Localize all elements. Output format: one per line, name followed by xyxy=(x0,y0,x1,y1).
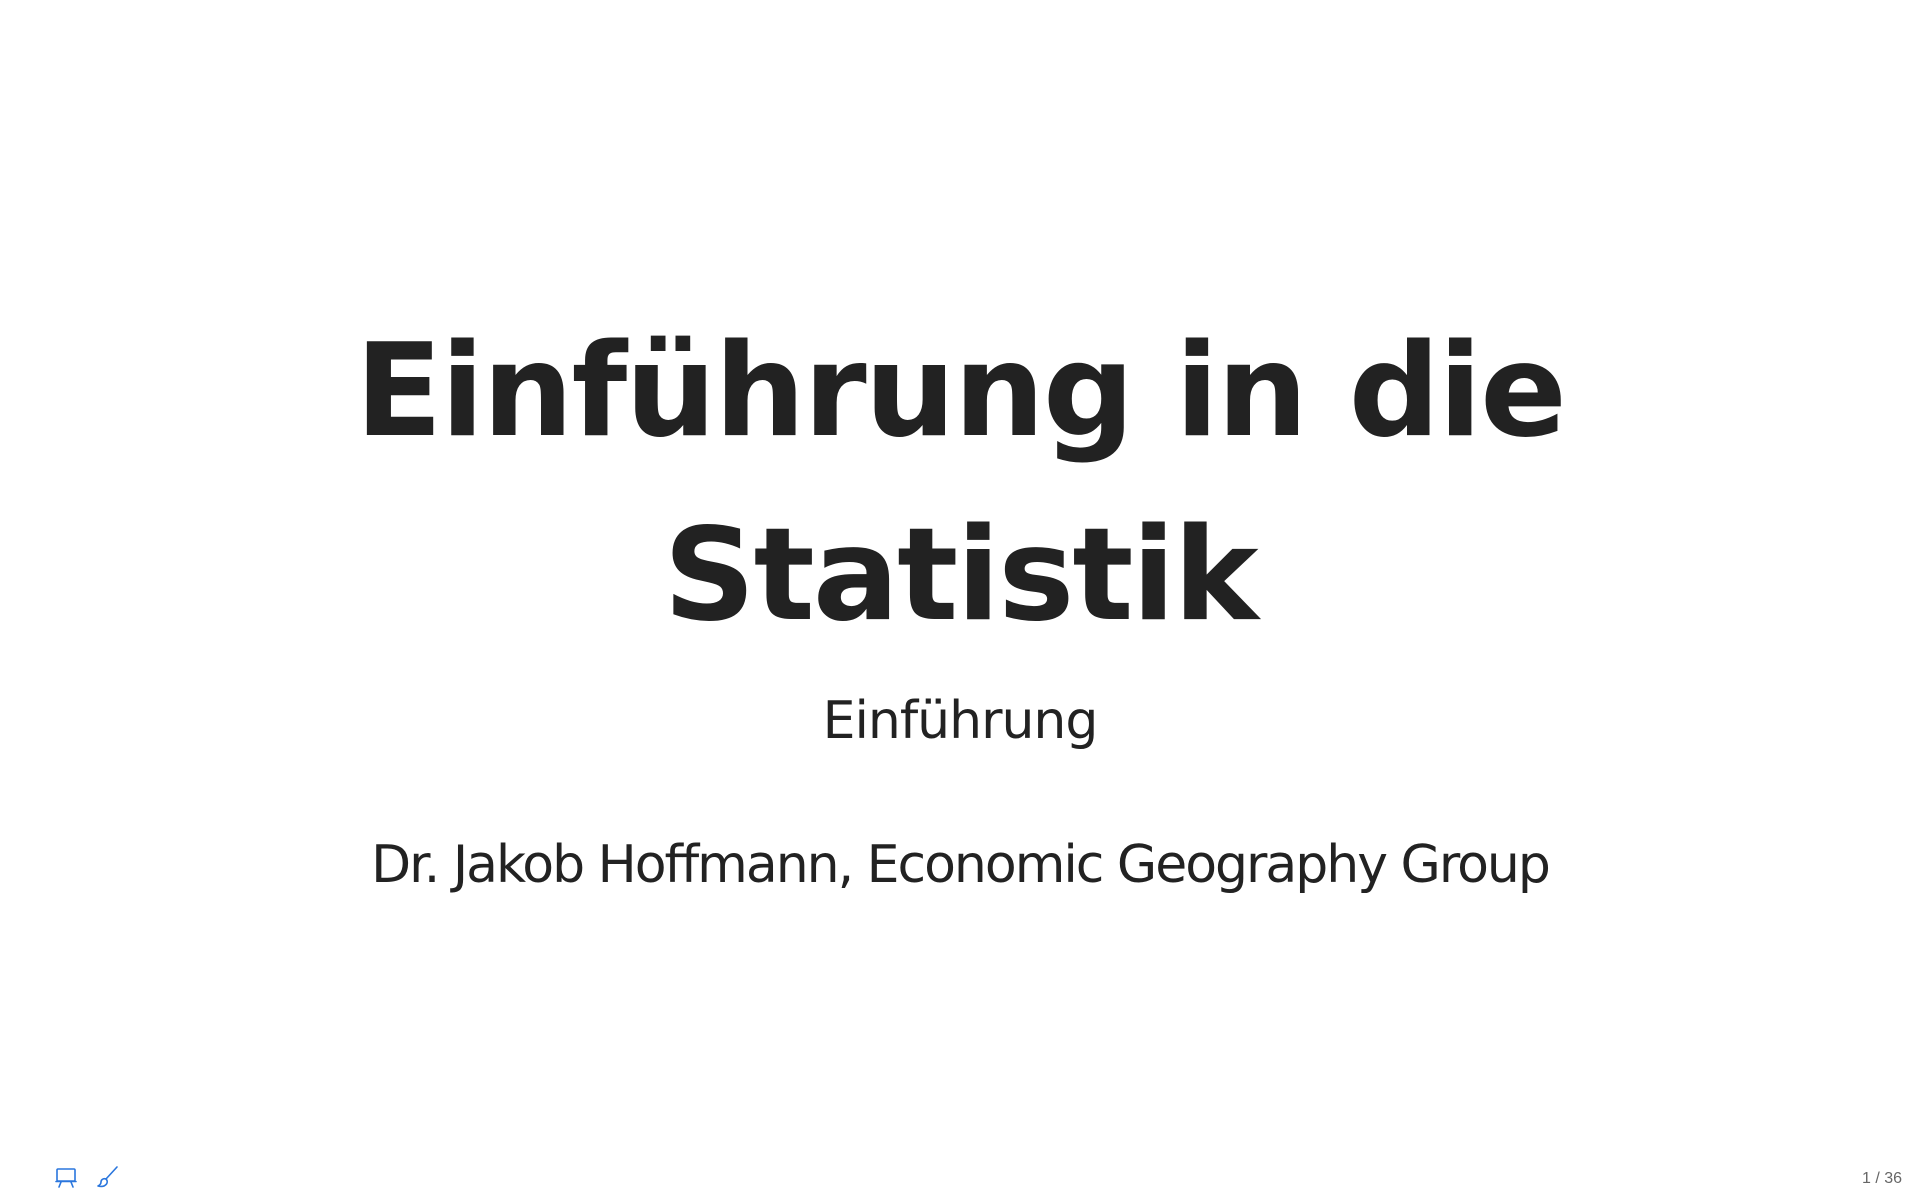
slide-subtitle: Einführung xyxy=(822,691,1099,751)
presentation-icon xyxy=(55,1168,77,1188)
slide-menu-button[interactable] xyxy=(52,1163,80,1191)
brush-icon xyxy=(97,1166,118,1188)
slide-author: Dr. Jakob Hoffmann, Economic Geography G… xyxy=(371,835,1551,895)
slide-number: 1 / 36 xyxy=(1861,1170,1902,1187)
slide-toolbar xyxy=(52,1162,122,1192)
chalkboard-button[interactable] xyxy=(94,1163,122,1191)
slide-title: Einführung in die Statistik xyxy=(355,317,1567,650)
